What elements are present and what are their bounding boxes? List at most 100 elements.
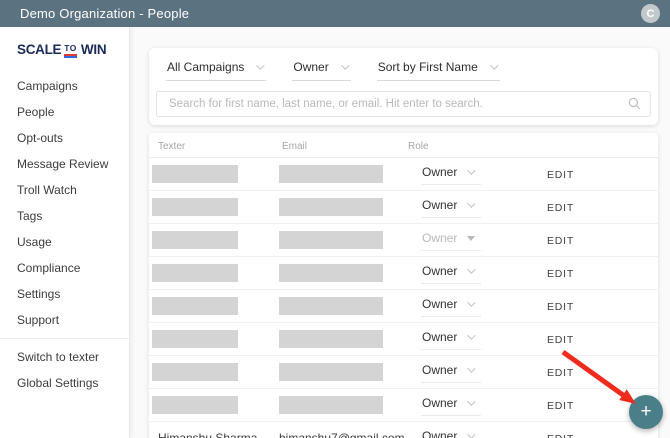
row-role-select[interactable]: Owner — [421, 396, 481, 416]
sidebar-item-troll-watch[interactable]: Troll Watch — [17, 183, 77, 197]
row-edit-button[interactable]: EDIT — [547, 169, 575, 181]
table-row: Owner EDIT — [149, 356, 658, 389]
logo-win-text: WIN — [80, 42, 107, 57]
row-edit-button[interactable]: EDIT — [547, 301, 575, 313]
chevron-down-icon — [467, 298, 477, 307]
sidebar-item-settings[interactable]: Settings — [17, 287, 61, 301]
filter-card: All Campaigns Owner Sort by First Name — [149, 48, 658, 125]
texter-cell: Himanshu Sharma — [158, 431, 258, 438]
role-select-value: Owner — [422, 264, 458, 278]
sidebar-item-people[interactable]: People — [17, 105, 55, 119]
chevron-down-icon — [467, 430, 477, 438]
chevron-down-icon — [467, 166, 477, 175]
role-select-value: Owner — [422, 165, 458, 179]
texter-redaction-bar — [152, 297, 238, 315]
texter-redaction-bar — [152, 396, 238, 414]
texter-redaction-bar — [152, 363, 238, 381]
chevron-down-icon — [467, 235, 476, 241]
sidebar-item-campaigns[interactable]: Campaigns — [17, 79, 78, 93]
table-header-row: Texter Email Role — [149, 133, 658, 158]
chevron-down-icon — [489, 61, 499, 70]
sidebar-item-opt-outs[interactable]: Opt-outs — [17, 131, 64, 145]
scale-to-win-logo[interactable]: SCALE TO WIN — [0, 37, 129, 73]
row-role-select[interactable]: Owner — [421, 231, 481, 251]
logo-scale-text: SCALE — [17, 42, 62, 57]
search-icon — [628, 97, 641, 110]
email-redaction-bar — [279, 396, 383, 414]
sidebar-item-switch-to-texter[interactable]: Switch to texter — [17, 350, 100, 364]
add-person-fab[interactable]: + — [629, 395, 663, 429]
column-header-email: Email — [282, 141, 308, 152]
sidebar-item-compliance[interactable]: Compliance — [17, 261, 81, 275]
role-filter-select[interactable]: Owner — [292, 60, 351, 81]
table-row: Owner EDIT — [149, 257, 658, 290]
role-filter-value: Owner — [293, 60, 329, 74]
row-edit-button[interactable]: EDIT — [547, 334, 575, 346]
sidebar-divider — [0, 338, 129, 339]
row-edit-button[interactable]: EDIT — [547, 400, 575, 412]
row-edit-button[interactable]: EDIT — [547, 433, 574, 438]
row-role-select[interactable]: Owner — [421, 264, 481, 284]
page-title: Demo Organization - People — [20, 6, 190, 21]
search-wrap — [156, 91, 651, 117]
table-row: Owner EDIT — [149, 290, 658, 323]
table-row: Himanshu Sharma himanshu7@gmail.com Owne… — [149, 422, 658, 438]
row-edit-button[interactable]: EDIT — [547, 268, 575, 280]
role-select-value: Owner — [422, 396, 458, 410]
column-header-texter: Texter — [158, 141, 186, 152]
chevron-down-icon — [467, 265, 477, 274]
row-edit-button[interactable]: EDIT — [547, 367, 575, 379]
row-edit-button[interactable]: EDIT — [547, 235, 575, 247]
sort-filter-select[interactable]: Sort by First Name — [376, 60, 500, 81]
role-select-value: Owner — [422, 198, 458, 212]
role-select-value: Owner — [422, 363, 458, 377]
texter-redaction-bar — [152, 231, 238, 249]
row-role-select[interactable]: Owner — [421, 297, 481, 317]
column-header-role: Role — [408, 141, 429, 152]
chevron-down-icon — [467, 199, 477, 208]
table-row: Owner EDIT — [149, 191, 658, 224]
email-redaction-bar — [279, 231, 383, 249]
avatar-letter: C — [646, 7, 655, 20]
app-header: Demo Organization - People C — [0, 0, 670, 27]
row-role-select[interactable]: Owner — [421, 363, 481, 383]
row-role-select[interactable]: Owner — [421, 198, 481, 218]
table-body: Owner EDIT Owner EDIT Owner EDIT Owner — [149, 158, 658, 438]
table-row: Owner EDIT — [149, 158, 658, 191]
plus-icon: + — [640, 400, 652, 422]
chevron-down-icon — [467, 331, 477, 340]
chevron-down-icon — [340, 61, 350, 70]
logo-to-text: TO — [64, 43, 77, 53]
sidebar-item-support[interactable]: Support — [17, 313, 60, 327]
campaign-filter-value: All Campaigns — [167, 60, 245, 74]
sidebar-item-usage[interactable]: Usage — [17, 235, 52, 249]
sidebar-item-global-settings[interactable]: Global Settings — [17, 376, 99, 390]
main-content: All Campaigns Owner Sort by First Name T… — [130, 27, 670, 438]
sidebar-item-tags[interactable]: Tags — [17, 209, 43, 223]
role-select-value: Owner — [422, 330, 458, 344]
chevron-down-icon — [467, 397, 477, 406]
email-redaction-bar — [279, 297, 383, 315]
email-redaction-bar — [279, 165, 383, 183]
account-avatar-button[interactable]: C — [641, 4, 660, 23]
texter-redaction-bar — [152, 165, 238, 183]
filter-row: All Campaigns Owner Sort by First Name — [156, 60, 651, 91]
email-redaction-bar — [279, 198, 383, 216]
sidebar-item-message-review[interactable]: Message Review — [17, 157, 109, 171]
row-edit-button[interactable]: EDIT — [547, 202, 575, 214]
row-role-select[interactable]: Owner — [421, 330, 481, 350]
table-row: Owner EDIT — [149, 323, 658, 356]
texter-redaction-bar — [152, 264, 238, 282]
texter-redaction-bar — [152, 330, 238, 348]
row-role-select[interactable]: Owner — [421, 429, 481, 438]
row-role-select[interactable]: Owner — [421, 165, 481, 185]
search-input[interactable] — [156, 91, 651, 117]
chevron-down-icon — [467, 364, 477, 373]
role-select-value: Owner — [422, 297, 458, 311]
sidebar: SCALE TO WIN Campaigns People Opt-outs Mes… — [0, 27, 130, 438]
chevron-down-icon — [256, 61, 266, 70]
campaign-filter-select[interactable]: All Campaigns — [166, 60, 267, 81]
role-select-value: Owner — [422, 231, 458, 245]
people-table: Texter Email Role Owner EDIT Owner EDIT … — [149, 133, 658, 438]
email-redaction-bar — [279, 363, 383, 381]
